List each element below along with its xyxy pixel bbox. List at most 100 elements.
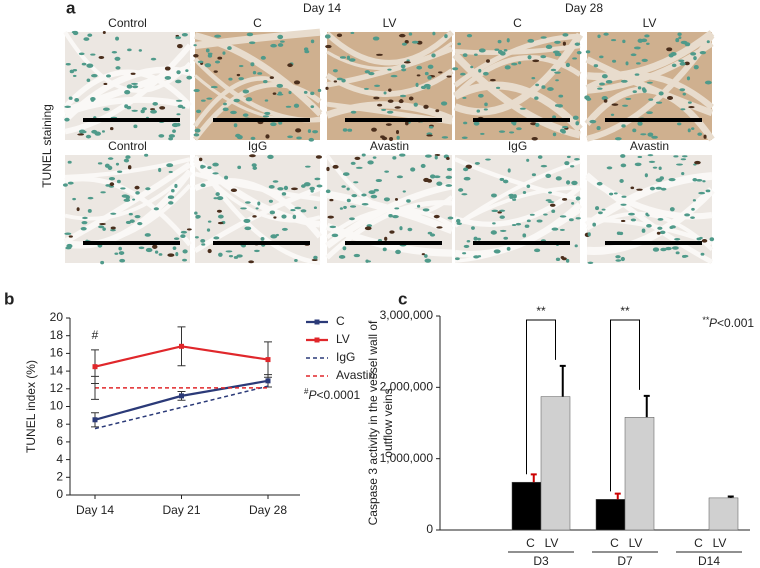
nucleus xyxy=(263,80,268,84)
nucleus xyxy=(491,209,499,213)
nucleus xyxy=(637,121,643,126)
nucleus xyxy=(171,189,175,193)
nucleus xyxy=(668,178,676,182)
tissue-fold xyxy=(586,30,715,81)
nucleus xyxy=(252,70,257,75)
bar xyxy=(624,417,655,531)
nucleus xyxy=(288,90,292,95)
nucleus xyxy=(527,55,532,60)
nucleus xyxy=(679,88,686,92)
nucleus xyxy=(164,75,172,80)
nucleus xyxy=(130,72,136,75)
nucleus xyxy=(174,183,178,188)
nucleus xyxy=(99,222,106,225)
nucleus xyxy=(592,222,597,227)
nucleus xyxy=(651,135,658,139)
nucleus xyxy=(198,157,203,162)
nucleus xyxy=(566,155,571,159)
nucleus xyxy=(659,230,666,235)
nucleus xyxy=(565,258,570,263)
legend-marker xyxy=(314,337,320,343)
nucleus xyxy=(186,75,193,80)
y-axis-label-line: outflow veins xyxy=(381,388,395,457)
bar-label: C xyxy=(526,536,535,550)
nucleus xyxy=(87,208,92,213)
nucleus xyxy=(68,235,73,238)
nucleus xyxy=(537,155,543,159)
nucleus xyxy=(597,34,601,39)
nucleus xyxy=(150,109,157,114)
nucleus xyxy=(216,209,222,213)
nucleus xyxy=(531,173,537,177)
bar-label: LV xyxy=(545,536,559,550)
nucleus xyxy=(405,121,409,126)
nucleus xyxy=(543,213,548,216)
nucleus xyxy=(541,85,546,89)
nucleus xyxy=(78,52,85,56)
nucleus xyxy=(575,196,581,201)
micrograph xyxy=(452,32,584,141)
nucleus xyxy=(669,226,674,230)
nucleus xyxy=(585,97,592,101)
nucleus xyxy=(407,227,413,232)
nucleus xyxy=(375,178,383,183)
nucleus xyxy=(556,52,562,57)
nucleus xyxy=(671,63,677,68)
nucleus xyxy=(175,79,182,84)
nucleus xyxy=(477,237,481,241)
nucleus xyxy=(666,47,673,52)
nucleus xyxy=(370,194,378,199)
y-tick-label: 0 xyxy=(56,487,63,501)
nucleus xyxy=(446,156,450,160)
bar-label: LV xyxy=(629,536,643,550)
nucleus xyxy=(423,104,429,109)
nucleus xyxy=(632,90,637,94)
nucleus xyxy=(383,197,390,202)
tissue-fold xyxy=(585,174,713,220)
nucleus xyxy=(201,243,206,246)
nucleus xyxy=(309,186,315,191)
nucleus xyxy=(270,43,277,48)
nucleus xyxy=(498,130,506,133)
nucleus xyxy=(492,222,496,225)
nucleus xyxy=(292,214,297,220)
nucleus xyxy=(72,197,76,201)
nucleus xyxy=(687,128,691,133)
nucleus xyxy=(272,180,279,183)
image-label: IgG xyxy=(248,139,267,153)
bar-label: LV xyxy=(713,536,727,550)
nucleus xyxy=(702,180,706,183)
nucleus xyxy=(350,31,355,35)
nucleus xyxy=(421,253,426,256)
nucleus xyxy=(408,32,413,36)
nucleus xyxy=(98,55,105,59)
nucleus xyxy=(131,109,138,112)
nucleus xyxy=(692,199,696,202)
nucleus xyxy=(132,85,139,89)
nucleus xyxy=(471,226,475,230)
nucleus xyxy=(630,53,637,57)
nucleus xyxy=(673,155,679,158)
nucleus xyxy=(499,215,505,219)
nucleus xyxy=(64,232,72,235)
nucleus xyxy=(609,192,614,196)
nucleus xyxy=(658,166,662,171)
nucleus xyxy=(111,50,118,54)
nucleus xyxy=(637,38,643,43)
nucleus xyxy=(138,49,142,52)
nucleus xyxy=(252,166,258,170)
nucleus xyxy=(552,115,557,119)
nucleus xyxy=(535,83,540,87)
nucleus xyxy=(366,224,373,228)
nucleus xyxy=(269,210,276,215)
nucleus xyxy=(425,154,432,158)
nucleus xyxy=(283,185,289,191)
nucleus xyxy=(72,74,77,78)
nucleus xyxy=(699,236,703,240)
tissue-fold xyxy=(454,209,582,263)
nucleus xyxy=(351,193,358,198)
panel-label: a xyxy=(66,0,76,17)
nucleus xyxy=(562,198,568,201)
nucleus xyxy=(433,175,441,179)
nucleus xyxy=(364,87,369,90)
